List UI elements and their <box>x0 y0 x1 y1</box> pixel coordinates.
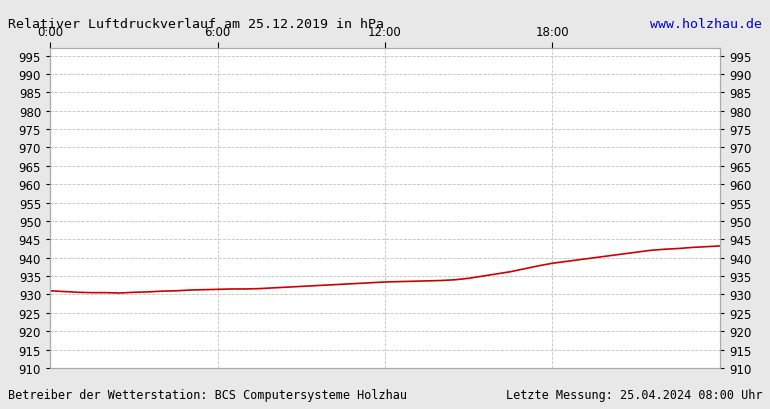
Text: Relativer Luftdruckverlauf am 25.12.2019 in hPa: Relativer Luftdruckverlauf am 25.12.2019… <box>8 18 383 31</box>
Text: Letzte Messung: 25.04.2024 08:00 Uhr: Letzte Messung: 25.04.2024 08:00 Uhr <box>506 388 762 401</box>
Text: Betreiber der Wetterstation: BCS Computersysteme Holzhau: Betreiber der Wetterstation: BCS Compute… <box>8 388 407 401</box>
Text: www.holzhau.de: www.holzhau.de <box>651 18 762 31</box>
